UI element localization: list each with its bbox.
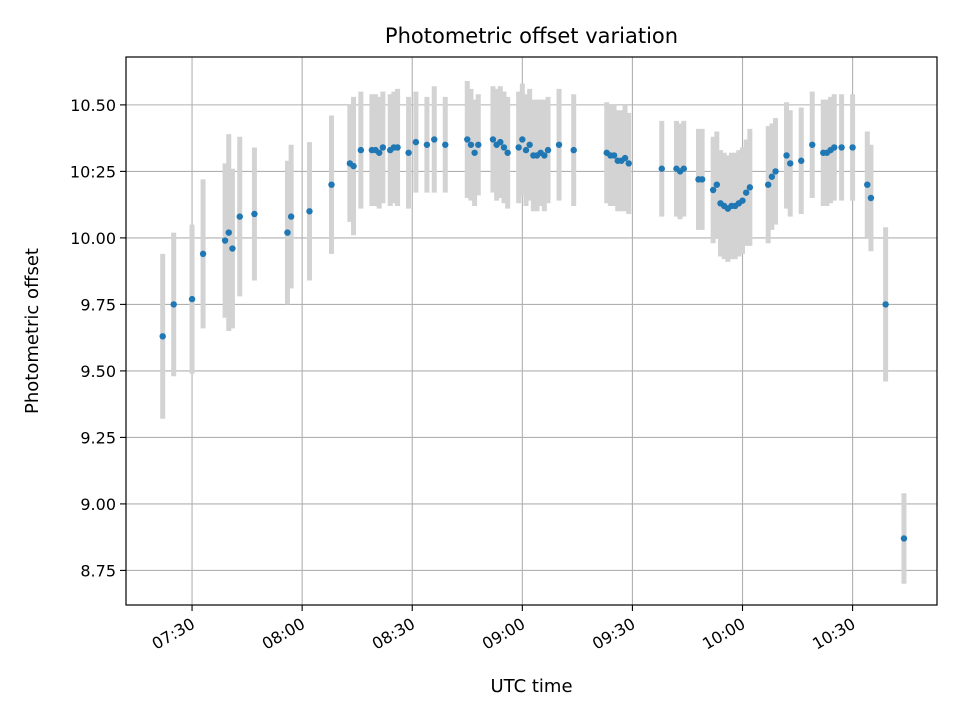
data-point — [768, 173, 776, 180]
data-point — [464, 136, 471, 143]
data-point — [831, 144, 838, 151]
data-point — [251, 210, 258, 218]
data-point — [306, 208, 313, 215]
data-point — [199, 250, 207, 258]
data-point — [412, 138, 420, 146]
data-point — [423, 141, 431, 148]
data-point — [610, 152, 618, 159]
data-point — [772, 168, 779, 175]
data-point — [287, 213, 295, 220]
data-point — [867, 194, 875, 202]
chart-title: Photometric offset variation — [385, 24, 678, 48]
data-point — [864, 181, 871, 188]
data-point — [798, 157, 805, 164]
y-tick-label: 10.50 — [70, 96, 116, 115]
data-points — [159, 136, 908, 542]
data-point — [742, 189, 750, 196]
y-tick-label: 9.25 — [80, 428, 116, 447]
data-point — [467, 141, 475, 148]
data-point — [229, 245, 236, 252]
data-point — [519, 136, 526, 143]
data-point — [809, 141, 816, 148]
plot-frame — [125, 56, 938, 606]
data-point — [783, 152, 790, 159]
data-point — [188, 295, 196, 303]
grid — [126, 57, 937, 605]
data-point — [284, 229, 291, 236]
data-point — [515, 144, 522, 151]
data-point — [225, 229, 232, 236]
data-point — [159, 333, 166, 340]
data-point — [541, 152, 548, 159]
data-point — [500, 144, 508, 151]
data-point — [698, 176, 706, 183]
data-point — [746, 184, 754, 191]
y-tick-label: 9.75 — [80, 295, 116, 314]
data-point — [379, 144, 387, 151]
data-point — [709, 186, 717, 194]
data-point — [350, 162, 357, 170]
data-point — [376, 149, 383, 156]
y-axis-label: Photometric offset — [22, 248, 43, 414]
data-point — [713, 181, 721, 188]
data-point — [658, 165, 665, 172]
data-point — [475, 141, 482, 148]
data-point — [787, 160, 794, 167]
y-tick-label: 9.00 — [80, 495, 116, 514]
x-axis-label: UTC time — [490, 676, 572, 697]
data-point — [882, 301, 889, 308]
data-point — [900, 535, 908, 542]
data-point — [849, 144, 856, 151]
data-point — [431, 136, 438, 143]
y-tick-label: 9.50 — [80, 362, 116, 381]
y-tick-label: 8.75 — [80, 561, 116, 580]
data-point — [739, 197, 746, 204]
y-tick-label: 10:25 — [70, 162, 116, 181]
data-point — [625, 160, 632, 167]
data-point — [544, 146, 552, 154]
data-point — [764, 181, 772, 188]
data-point — [394, 144, 401, 151]
data-point — [621, 154, 629, 162]
data-point — [357, 146, 365, 154]
data-point — [170, 301, 177, 308]
data-point — [504, 149, 511, 156]
data-point — [526, 141, 533, 148]
data-point — [405, 149, 412, 156]
data-point — [570, 146, 577, 154]
data-point — [489, 136, 497, 143]
data-point — [522, 146, 530, 154]
y-tick-label: 10.00 — [70, 229, 116, 248]
data-point — [471, 149, 478, 156]
data-point — [680, 165, 687, 172]
data-point — [442, 141, 449, 148]
data-point — [497, 138, 504, 146]
data-point — [236, 213, 243, 220]
data-point — [555, 141, 563, 148]
data-point — [221, 237, 229, 244]
data-point — [328, 181, 335, 188]
data-point — [838, 144, 845, 151]
